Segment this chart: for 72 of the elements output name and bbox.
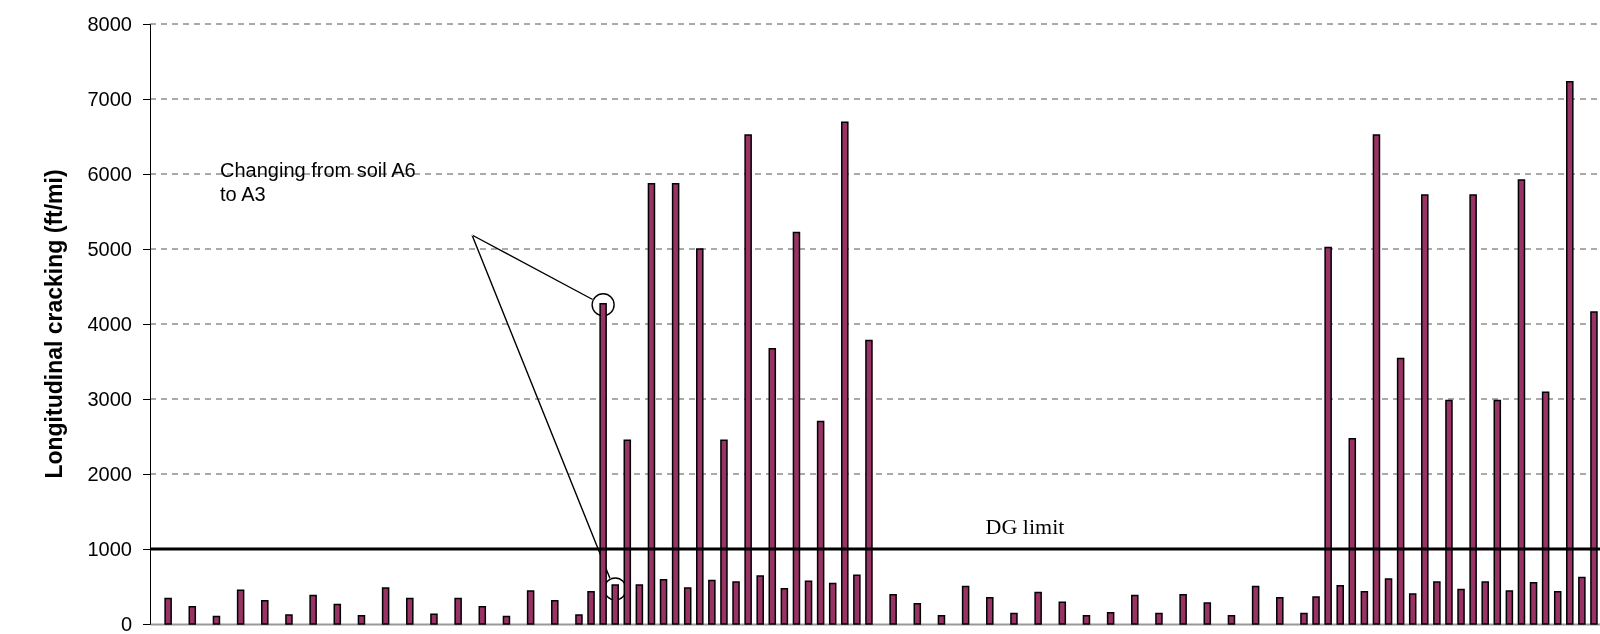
bar [889,594,897,625]
bar [551,600,559,625]
bar [1179,594,1187,625]
bar [381,587,390,625]
bar [587,591,595,625]
bar [309,594,317,625]
bar [1336,585,1344,625]
bar [1300,612,1308,625]
bar [611,584,619,625]
bar [1457,588,1465,625]
bar [1082,615,1091,625]
bar [780,588,789,625]
bar [1433,581,1441,625]
y-tick-label: 4000 [87,312,132,335]
bar [502,615,511,625]
bar [1360,591,1369,625]
bar [1384,578,1393,625]
bar [212,615,221,625]
bar [1578,576,1586,625]
bar [430,613,438,625]
bar [986,597,994,625]
bar [575,614,583,625]
bar [1553,591,1562,625]
bar [683,587,692,625]
bar [1155,612,1163,625]
bar [708,579,716,625]
bar [526,590,535,625]
bar [357,615,366,625]
bar [1276,597,1284,625]
bar [828,582,837,625]
bar [188,606,197,625]
bar [1034,591,1042,625]
y-tick-label: 3000 [87,387,132,410]
y-tick-label: 2000 [87,462,132,485]
bar [454,597,462,625]
bar [406,597,414,625]
bar [1529,582,1538,625]
y-tick-label: 1000 [87,537,132,560]
bar [756,575,764,625]
y-tick-label: 6000 [87,162,132,185]
annotation: Changing from soil A6 to A3 [220,159,416,205]
bar [1251,585,1260,625]
bar [937,615,946,625]
bar [1505,590,1514,625]
y-tick-label: 5000 [87,237,132,260]
y-tick-label: 7000 [87,87,132,110]
y-tick-label: 0 [120,612,132,634]
ref-line-label: DG limit [985,514,1065,539]
bar [1481,581,1489,625]
y-axis-title: Longitudinal cracking (ft/mi) [41,169,67,479]
bar [635,584,644,625]
bar [1203,602,1212,625]
bar [478,606,487,625]
bar [853,574,861,625]
bar [236,589,245,625]
bar [1131,594,1139,625]
y-tick-label: 8000 [87,12,132,35]
bar [913,603,922,625]
bar [1058,601,1067,625]
bar [1408,593,1417,625]
bar [261,600,269,625]
bar [1227,615,1236,625]
bar [285,614,293,625]
bar [732,581,740,625]
bar [333,603,342,625]
bar [961,585,970,625]
bar [1312,596,1320,625]
bar [804,580,813,625]
bar [1010,612,1018,625]
bar [1106,612,1115,625]
bar [164,597,172,625]
bar [659,579,668,625]
